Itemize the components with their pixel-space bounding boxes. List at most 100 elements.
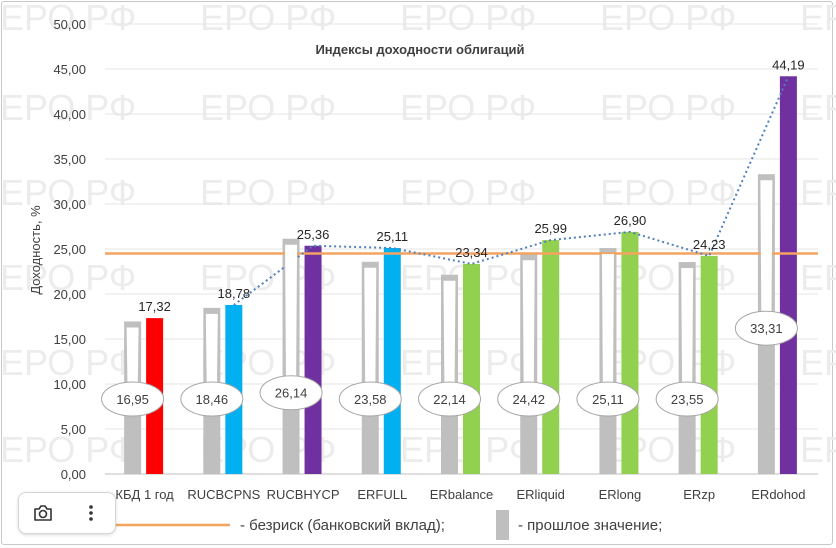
callout-bubble xyxy=(576,381,640,417)
camera-button[interactable] xyxy=(19,493,67,533)
bar-current xyxy=(700,255,718,474)
callout-pointer xyxy=(601,254,614,395)
watermark-text: ЕРО РФ xyxy=(0,172,136,213)
callout-pointer xyxy=(205,313,218,395)
value-label: 25,36 xyxy=(297,227,330,242)
callout-bubble xyxy=(734,310,798,346)
previous-value-label: 23,58 xyxy=(354,392,387,407)
previous-value-label: 18,46 xyxy=(196,392,229,407)
bar-current xyxy=(304,245,322,474)
watermark-text: ЕРО РФ xyxy=(800,172,836,213)
watermark-text: ЕРО РФ xyxy=(0,87,136,128)
watermark-text: ЕРО РФ xyxy=(600,0,736,38)
y-tick-label: 50,00 xyxy=(53,17,86,32)
legend: - безриск (банковский вклад); - прошлое … xyxy=(40,510,662,540)
value-labels: 17,32 18,78 25,36 25,11 23,34 25,99 26,90 24,23… xyxy=(138,57,804,314)
previous-value-callout: 18,46 xyxy=(180,313,244,417)
chart-title: Индексы доходности облигаций xyxy=(315,42,524,57)
previous-value-label: 24,42 xyxy=(512,392,545,407)
watermark-text: ЕРО РФ xyxy=(400,0,536,38)
more-vertical-icon xyxy=(89,505,93,521)
previous-value-label: 26,14 xyxy=(275,386,308,401)
value-label: 25,99 xyxy=(534,221,567,236)
value-label: 17,32 xyxy=(138,299,171,314)
category-label: КБД 1 год xyxy=(115,487,174,502)
callout-bubble xyxy=(418,381,481,417)
bar-current xyxy=(383,248,401,474)
y-tick-label: 20,00 xyxy=(53,287,86,302)
y-tick-label: 40,00 xyxy=(53,107,86,122)
bar-current xyxy=(542,240,560,474)
callout-bubble xyxy=(180,381,244,417)
callout-pointer xyxy=(760,180,773,325)
previous-value-callout: 16,95 xyxy=(101,327,165,417)
watermark-text: ЕРО РФ xyxy=(400,172,536,213)
callout-bubble xyxy=(338,381,402,417)
bar-current xyxy=(463,263,480,474)
bar-current xyxy=(779,76,797,474)
callout-bubble xyxy=(259,375,323,411)
previous-value-label: 25,11 xyxy=(592,392,624,407)
callout-bubble xyxy=(655,381,719,417)
category-label: ERlong xyxy=(599,487,642,502)
y-tick-label: 15,00 xyxy=(53,332,86,347)
legend-previous-label: - прошлое значение; xyxy=(518,517,662,534)
callout-pointer xyxy=(126,327,139,395)
previous-value-callout: 26,14 xyxy=(259,244,323,411)
callout-bubble xyxy=(497,381,561,417)
category-label: RUCBCPNS xyxy=(187,487,260,502)
previous-value-callout: 22,14 xyxy=(418,280,481,417)
watermark-text: ЕРО РФ xyxy=(600,172,736,213)
previous-value-callout: 23,55 xyxy=(655,268,719,417)
legend-previous-swatch xyxy=(496,510,509,540)
camera-icon xyxy=(34,505,52,521)
watermark-text: ЕРО РФ xyxy=(0,342,136,383)
value-label: 18,78 xyxy=(218,286,251,301)
more-options-button[interactable] xyxy=(67,493,115,533)
watermark-text: ЕРО РФ xyxy=(800,87,836,128)
previous-value-label: 23,55 xyxy=(671,392,704,407)
previous-value-callout: 23,58 xyxy=(338,267,402,417)
previous-value-label: 22,14 xyxy=(433,392,466,407)
category-labels: КБД 1 год RUCBCPNS RUCBHYCP ERFULL ERbalance… xyxy=(115,487,805,502)
category-label: RUCBHYCP xyxy=(267,487,340,502)
category-label: ERdohod xyxy=(751,487,805,502)
legend-riskfree-label: - безриск (банковский вклад); xyxy=(240,517,445,534)
watermark-text: ЕРО РФ xyxy=(800,0,836,38)
callout-bubble xyxy=(101,381,165,417)
watermark-text: ЕРО РФ xyxy=(0,429,136,470)
callout-pointer xyxy=(285,244,298,389)
callout-pointer xyxy=(681,268,694,395)
value-label: 23,34 xyxy=(455,245,488,260)
watermark-text: ЕРО РФ xyxy=(600,87,736,128)
previous-value-callouts: 16,95 18,46 26,14 23,58 22,14 24,42 25,11 23,55… xyxy=(101,180,798,417)
watermark-text: ЕРО РФ xyxy=(200,172,336,213)
watermark-text: ЕРО РФ xyxy=(0,257,136,298)
value-label: 44,19 xyxy=(772,57,805,72)
callout-pointer xyxy=(443,280,456,395)
callout-pointer xyxy=(522,260,535,395)
y-tick-label: 25,00 xyxy=(53,242,86,257)
value-label: 25,11 xyxy=(376,229,408,244)
callout-pointer xyxy=(364,267,377,395)
category-label: ERbalance xyxy=(430,487,494,502)
watermark-text: ЕРО РФ xyxy=(800,257,836,298)
y-axis-label: Доходность, % xyxy=(28,205,43,295)
bar-current xyxy=(621,231,639,474)
watermark-text: ЕРО РФ xyxy=(200,0,336,38)
previous-value-callout: 25,11 xyxy=(576,254,640,417)
category-label: ERFULL xyxy=(357,487,407,502)
category-label: ERliquid xyxy=(517,487,565,502)
trend-line xyxy=(233,75,790,306)
y-tick-label: 10,00 xyxy=(53,377,86,392)
category-label: ERzp xyxy=(683,487,715,502)
watermark-text: ЕРО РФ xyxy=(800,342,836,383)
previous-value-callout: 24,42 xyxy=(497,260,561,417)
watermark-text: ЕРО РФ xyxy=(400,87,536,128)
previous-value-label: 33,31 xyxy=(750,321,783,336)
value-label: 24,23 xyxy=(693,237,726,252)
previous-value-callout: 33,31 xyxy=(734,180,798,346)
y-axis-ticks: 0,00 5,00 10,00 15,00 20,00 25,00 30,00 35,00 40… xyxy=(53,17,86,482)
